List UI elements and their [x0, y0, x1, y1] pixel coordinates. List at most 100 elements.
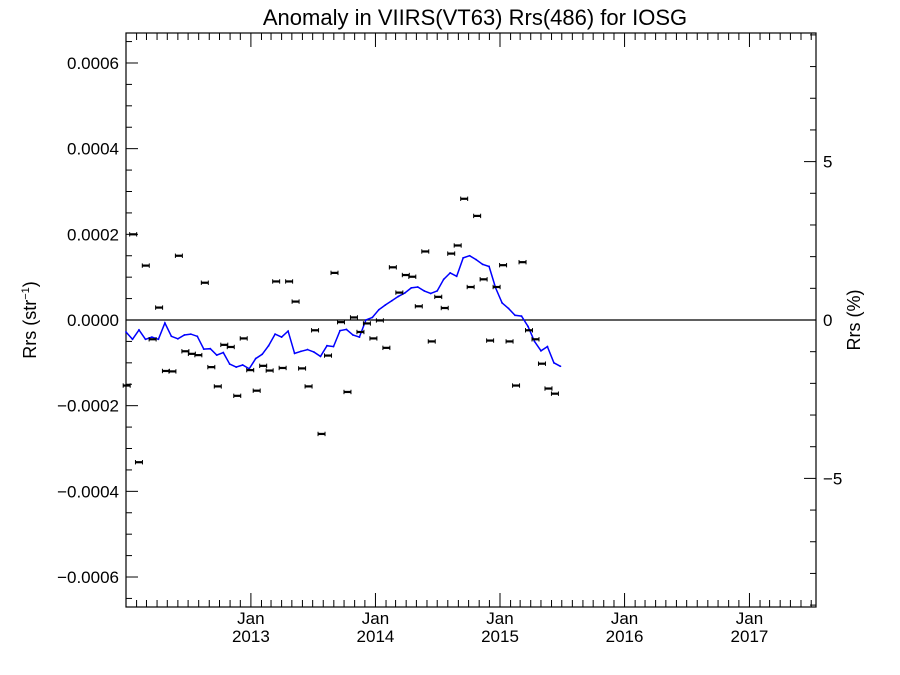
- anomaly-line-vertex: [287, 330, 289, 333]
- anomaly-line-vertex: [546, 345, 549, 348]
- anomaly-point: [427, 339, 436, 344]
- y-tick-label: 0.0004: [67, 140, 119, 159]
- anomaly-point: [291, 299, 300, 304]
- anomaly-line-vertex: [416, 286, 419, 288]
- anomaly-line-vertex: [455, 275, 458, 278]
- anomaly-line-vertex: [436, 289, 439, 292]
- anomaly-line-vertex: [144, 338, 147, 341]
- anomaly-line-path: [125, 254, 561, 370]
- anomaly-line-vertex: [131, 338, 134, 341]
- y-tick-label: −0.0006: [57, 568, 119, 587]
- x-tick-year-label: 2016: [606, 627, 644, 646]
- anomaly-point: [246, 367, 255, 373]
- anomaly-point: [421, 249, 430, 254]
- anomaly-line-vertex: [202, 348, 205, 351]
- anomaly-point: [336, 319, 345, 325]
- anomaly-point: [479, 277, 488, 282]
- anomaly-point: [531, 337, 540, 342]
- x-tick-year-label: 2013: [232, 627, 270, 646]
- anomaly-point: [447, 251, 456, 256]
- anomaly-point: [401, 272, 410, 278]
- anomaly-point: [252, 388, 261, 393]
- anomaly-point: [544, 386, 553, 391]
- y-axis-left-label: Rrs (str−1): [20, 281, 40, 359]
- anomaly-line-vertex: [488, 265, 490, 268]
- anomaly-line-vertex: [196, 335, 199, 338]
- anomaly-line-vertex: [125, 331, 127, 333]
- anomaly-line-vertex: [189, 333, 192, 336]
- anomaly-line-vertex: [371, 316, 374, 319]
- anomaly-line-vertex: [390, 299, 393, 302]
- anomaly-point: [226, 344, 235, 350]
- anomaly-line-vertex: [533, 340, 536, 343]
- anomaly-line-vertex: [429, 292, 432, 295]
- anomaly-line-vertex: [403, 292, 406, 294]
- x-tick-month-label: Jan: [237, 609, 264, 628]
- anomaly-point: [550, 391, 559, 396]
- anomaly-point: [207, 364, 216, 370]
- anomaly-point: [525, 328, 534, 333]
- anomaly-point: [174, 253, 183, 258]
- anomaly-line-vertex: [540, 349, 542, 352]
- anomaly-line-vertex: [280, 336, 283, 339]
- anomaly-point: [285, 279, 294, 284]
- anomaly-point: [311, 328, 320, 333]
- anomaly-line-series: [125, 254, 562, 370]
- y-tick-label: 0.0006: [67, 54, 119, 73]
- anomaly-line-vertex: [261, 353, 264, 356]
- anomaly-line-vertex: [514, 314, 516, 317]
- anomaly-point: [492, 284, 501, 290]
- anomaly-point: [161, 368, 170, 374]
- y-axis-right-label: Rrs (%): [844, 290, 864, 351]
- anomaly-point: [453, 243, 462, 248]
- anomaly-point: [304, 384, 313, 389]
- anomaly-line-vertex: [222, 351, 225, 354]
- anomaly-point: [148, 337, 157, 342]
- anomaly-point: [369, 336, 378, 341]
- anomaly-point: [141, 263, 150, 268]
- x-tick-month-label: Jan: [486, 609, 513, 628]
- x-tick-year-label: 2017: [731, 627, 769, 646]
- anomaly-line-vertex: [352, 334, 354, 336]
- anomaly-point: [134, 460, 143, 465]
- anomaly-line-vertex: [410, 286, 413, 289]
- anomaly-line-vertex: [475, 258, 478, 261]
- anomaly-line-vertex: [215, 354, 218, 357]
- anomaly-point: [194, 352, 203, 358]
- y-axis-right: 5 0 −5: [804, 34, 842, 606]
- anomaly-line-vertex: [319, 355, 322, 358]
- y2-tick-label: 5: [823, 153, 832, 172]
- anomaly-line-vertex: [397, 295, 400, 298]
- x-tick-month-label: Jan: [362, 609, 389, 628]
- anomaly-line-vertex: [151, 336, 153, 339]
- anomaly-point: [375, 318, 384, 323]
- anomaly-line-vertex: [228, 363, 231, 366]
- anomaly-line-vertex: [241, 364, 244, 366]
- anomaly-point: [343, 389, 352, 395]
- anomaly-line-vertex: [520, 315, 523, 318]
- anomaly-line-vertex: [559, 365, 562, 368]
- y2-tick-label: −5: [823, 469, 842, 488]
- anomaly-point: [259, 363, 268, 369]
- anomaly-point: [518, 259, 527, 265]
- anomaly-point: [505, 339, 514, 344]
- anomaly-line-vertex: [527, 325, 529, 328]
- anomaly-point: [440, 305, 449, 311]
- anomaly-point: [408, 274, 417, 279]
- anomaly-line-vertex: [300, 350, 302, 353]
- anomaly-point: [278, 365, 287, 371]
- anomaly-line-vertex: [501, 301, 503, 304]
- anomaly-point: [512, 383, 521, 388]
- chart-title: Anomaly in VIIRS(VT63) Rrs(486) for IOSG: [263, 5, 687, 30]
- anomaly-line-vertex: [326, 344, 328, 347]
- anomaly-line-vertex: [209, 347, 212, 350]
- x-tick-month-label: Jan: [736, 609, 763, 628]
- anomaly-point: [382, 345, 391, 351]
- anomaly-line-vertex: [157, 338, 160, 341]
- anomaly-point: [486, 338, 495, 343]
- anomaly-line-vertex: [176, 337, 179, 340]
- anomaly-point: [200, 280, 209, 285]
- anomaly-point: [187, 351, 196, 357]
- anomaly-point: [388, 265, 397, 270]
